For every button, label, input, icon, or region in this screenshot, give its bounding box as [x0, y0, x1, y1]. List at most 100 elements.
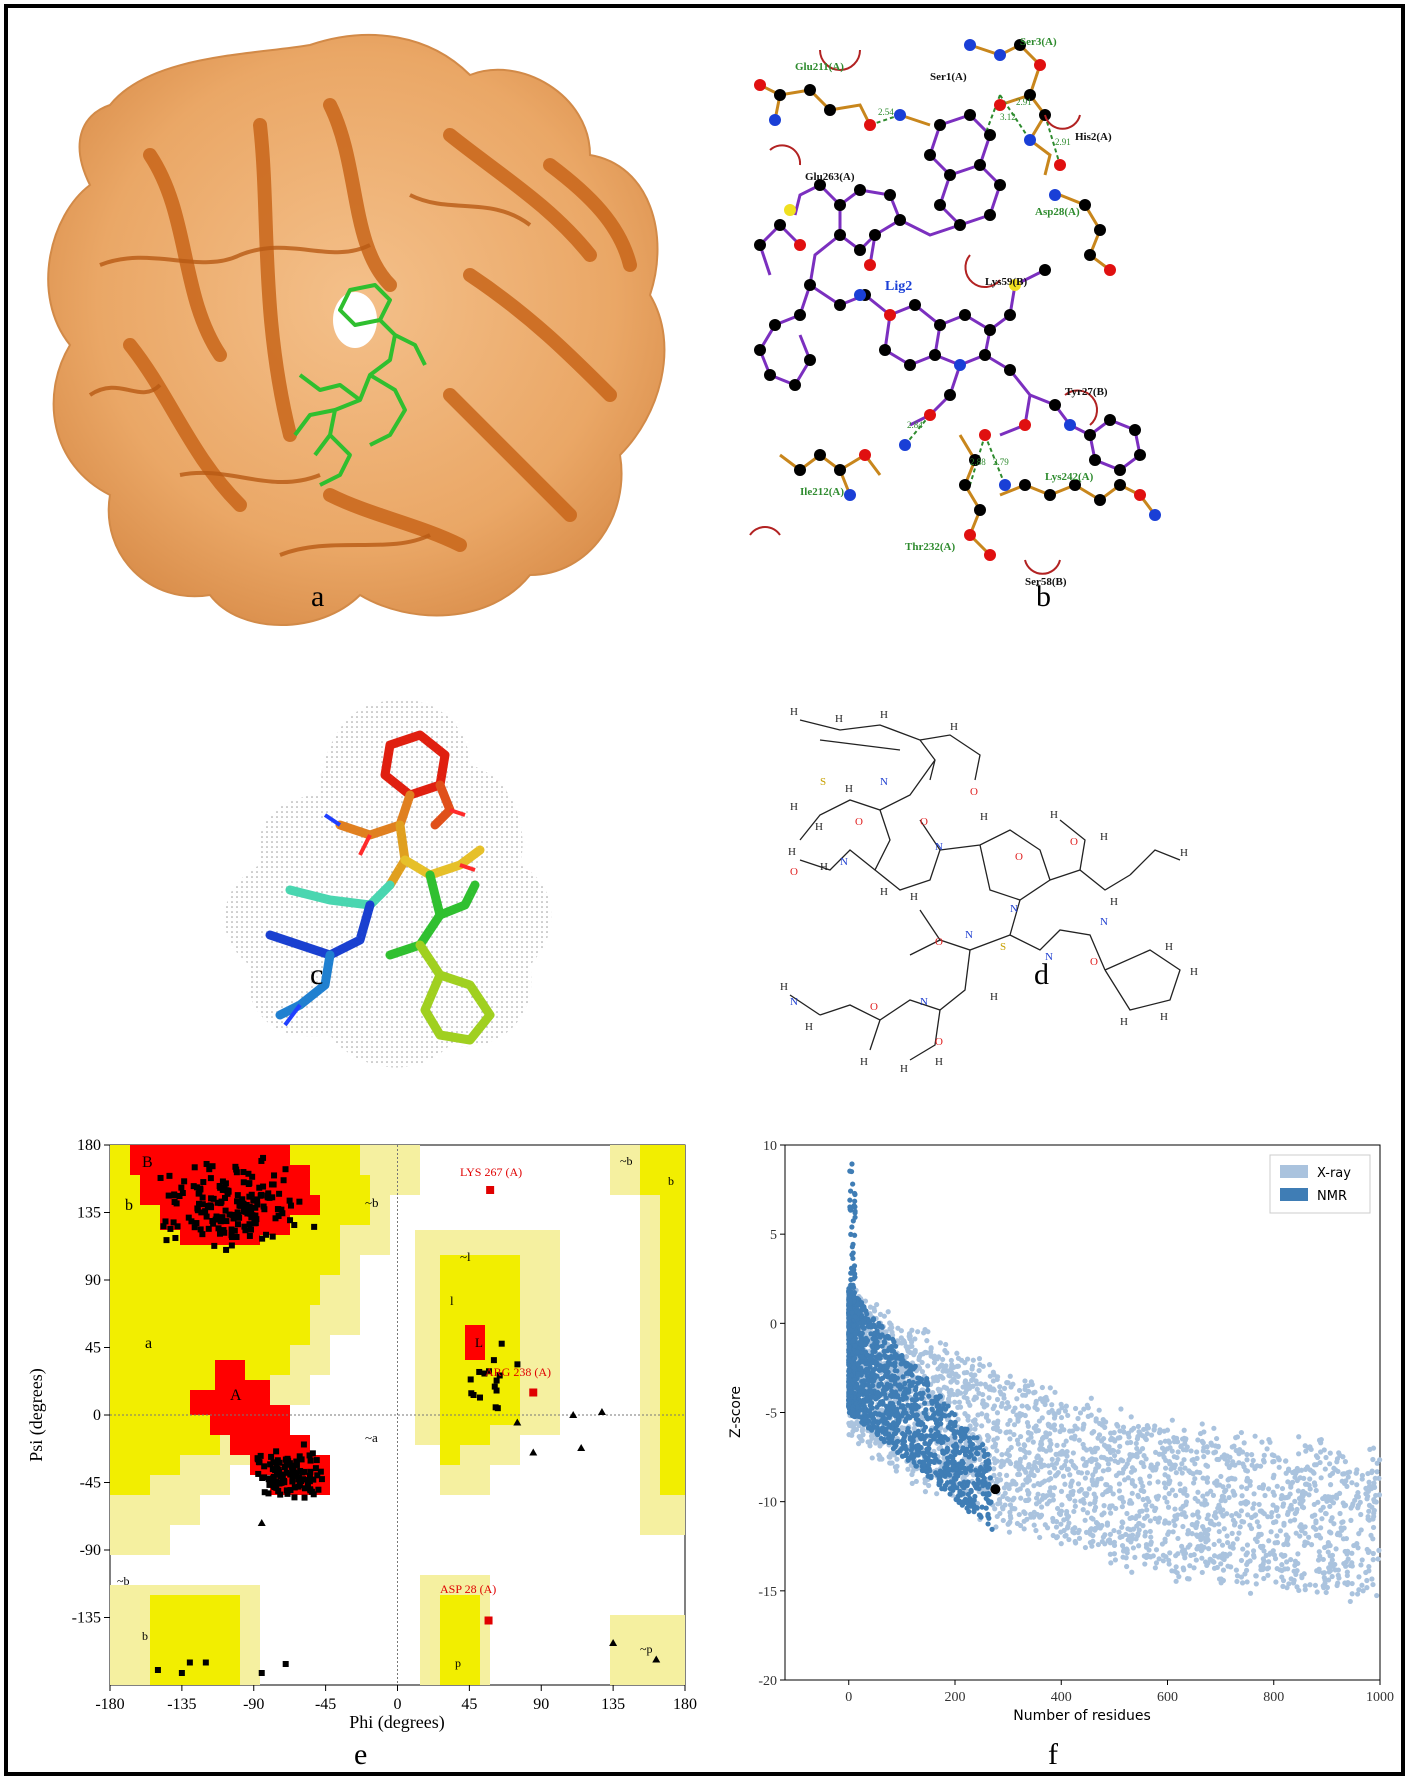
- rama-residue-point: [222, 1207, 229, 1214]
- distance-2: 3.12: [1000, 112, 1016, 122]
- rama-residue-point: [315, 1486, 322, 1493]
- svg-text:H: H: [910, 891, 918, 903]
- rama-ylabel: Psi (degrees): [26, 1368, 47, 1461]
- zscore-point-xray: [1162, 1536, 1168, 1542]
- rama-residue-point: [206, 1166, 213, 1173]
- zscore-point-xray: [1058, 1541, 1064, 1547]
- zscore-point-xray: [1149, 1503, 1155, 1509]
- zscore-point-xray: [915, 1329, 921, 1335]
- zscore-point-xray: [1297, 1500, 1303, 1506]
- zscore-point-xray: [1140, 1523, 1146, 1529]
- zscore-point-xray: [1004, 1457, 1011, 1463]
- zscore-point-xray: [1288, 1484, 1294, 1490]
- zscore-point-xray: [1111, 1527, 1117, 1534]
- zscore-point-xray: [887, 1454, 893, 1460]
- zscore-point-xray: [1226, 1483, 1232, 1489]
- zscore-point-xray: [1025, 1429, 1031, 1436]
- zscore-point-xray: [986, 1362, 993, 1368]
- rama-glycine-point: [569, 1411, 578, 1418]
- zscore-point-xray: [1033, 1527, 1039, 1534]
- zscore-point-xray: [1265, 1486, 1272, 1492]
- zscore-point-nmr: [925, 1449, 931, 1456]
- zscore-point-xray: [1256, 1484, 1262, 1491]
- zscore-point-nmr: [938, 1436, 944, 1442]
- rama-residue-point: [157, 1174, 164, 1181]
- zscore-point-xray: [1063, 1403, 1069, 1409]
- zscore-point-nmr: [892, 1444, 898, 1450]
- zscore-point-xray: [1199, 1555, 1205, 1561]
- zscore-point-xray: [1220, 1551, 1226, 1557]
- zscore-point-xray: [850, 1428, 856, 1434]
- zscore-point-xray: [1371, 1513, 1377, 1520]
- svg-text:H: H: [860, 1056, 868, 1068]
- zscore-point-xray: [1166, 1557, 1172, 1563]
- zscore-point-xray: [1129, 1569, 1135, 1575]
- zscore-point-nmr: [849, 1327, 855, 1333]
- zscore-point-nmr: [915, 1452, 921, 1458]
- zscore-point-xray: [1077, 1410, 1084, 1416]
- zscore-point-xray: [1366, 1508, 1372, 1514]
- rama-residue-point: [237, 1199, 244, 1206]
- rama-residue-point: [205, 1225, 212, 1232]
- zscore-point-nmr: [858, 1299, 865, 1306]
- rama-residue-point: [273, 1478, 280, 1485]
- zscore-point-xray: [1349, 1550, 1355, 1556]
- zscore-point-xray: [1157, 1440, 1164, 1446]
- rama-residue-point: [171, 1191, 178, 1198]
- zscore-point-xray: [1200, 1475, 1206, 1481]
- zscore-point-nmr: [901, 1390, 907, 1396]
- zscore-point-xray: [1147, 1473, 1153, 1479]
- zscore-point-nmr: [874, 1328, 880, 1334]
- zscore-point-xray: [1107, 1540, 1113, 1546]
- rama-residue-point: [310, 1491, 317, 1498]
- zscore-point-xray: [1049, 1456, 1055, 1463]
- zscore-point-xray: [1216, 1456, 1222, 1463]
- svg-text:H: H: [990, 991, 998, 1003]
- zscore-point-xray: [1119, 1524, 1125, 1530]
- zscore-point-xray: [909, 1471, 915, 1478]
- svg-text:H: H: [950, 721, 958, 733]
- zscore-point-nmr: [938, 1409, 944, 1415]
- zscore-point-xray: [1326, 1565, 1332, 1571]
- zscore-point-xray: [1046, 1477, 1052, 1483]
- rama-residue-point: [280, 1177, 287, 1184]
- rama-residue-point: [233, 1234, 240, 1241]
- zscore-point-xray: [1259, 1545, 1265, 1551]
- rama-residue-point: [185, 1214, 192, 1221]
- rama-ytick-label: 180: [77, 1137, 101, 1154]
- zscore-point-xray: [1076, 1488, 1082, 1494]
- zscore-point-xray: [1080, 1456, 1086, 1462]
- zscore-point-xray: [1215, 1505, 1221, 1511]
- zscore-point-xray: [1198, 1537, 1204, 1543]
- zscore-point-xray: [1329, 1515, 1335, 1521]
- zscore-point-nmr: [908, 1447, 914, 1453]
- zscore-point-xray: [1082, 1475, 1088, 1481]
- zscore-point-nmr: [864, 1337, 871, 1344]
- zscore-point-xray: [1281, 1522, 1287, 1528]
- zscore-point-nmr: [921, 1410, 927, 1416]
- svg-text:O: O: [970, 786, 978, 798]
- z-xlabel: Number of residues: [1013, 1708, 1151, 1724]
- zscore-point-xray: [1148, 1432, 1155, 1438]
- rama-residue-point: [165, 1192, 172, 1199]
- zscore-point-xray: [1068, 1458, 1074, 1464]
- zscore-point-nmr: [874, 1431, 881, 1438]
- rama-residue-point: [229, 1211, 236, 1218]
- zscore-point-xray: [1364, 1546, 1370, 1553]
- zscore-point-xray: [1240, 1546, 1246, 1552]
- rama-residue-point: [275, 1212, 282, 1219]
- zscore-point-xray: [1021, 1509, 1027, 1515]
- zscore-point-nmr: [979, 1504, 985, 1510]
- zscore-point-nmr: [986, 1481, 992, 1488]
- zscore-point-xray: [1296, 1434, 1302, 1440]
- zscore-point-xray: [1172, 1462, 1178, 1468]
- zscore-point-xray: [1057, 1428, 1063, 1435]
- zscore-point-xray: [1253, 1573, 1259, 1579]
- zscore-point-xray: [1211, 1450, 1217, 1456]
- zscore-point-xray: [930, 1390, 936, 1396]
- zscore-point-xray: [1128, 1469, 1134, 1475]
- zscore-point-xray: [1116, 1481, 1123, 1487]
- zscore-point-xray: [948, 1387, 954, 1393]
- svg-text:H: H: [1120, 1016, 1128, 1028]
- zscore-point-xray: [961, 1370, 967, 1376]
